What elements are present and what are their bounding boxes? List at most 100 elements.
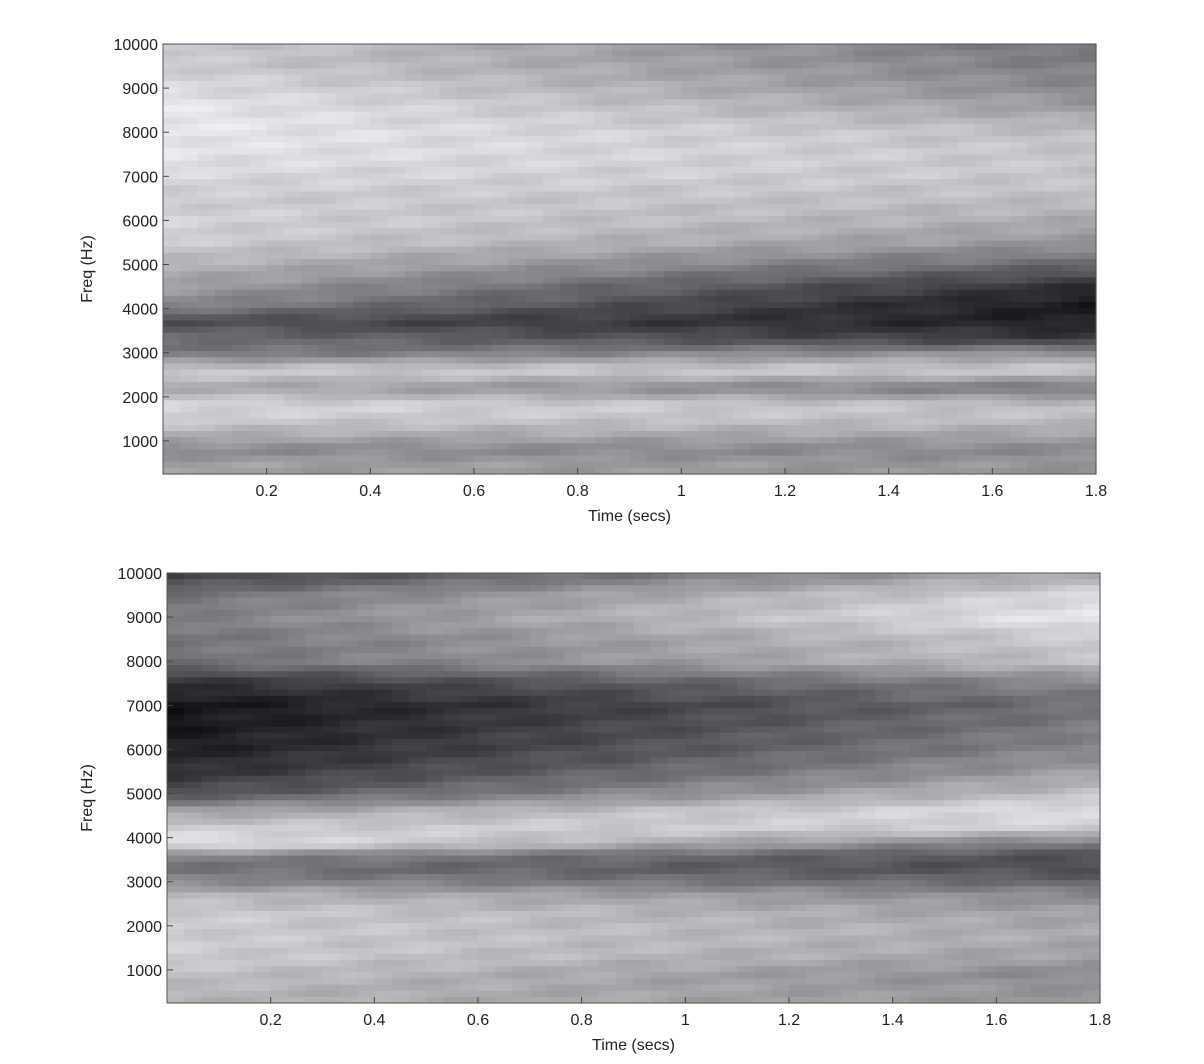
heatmap-cell <box>854 363 872 370</box>
heatmap-cell <box>699 148 717 155</box>
heatmap-cell <box>630 155 648 162</box>
heatmap-cell <box>426 591 444 598</box>
heatmap-cell <box>768 302 786 309</box>
heatmap-cell <box>422 370 440 377</box>
heatmap-cell <box>198 345 216 352</box>
heatmap-cell <box>802 142 820 149</box>
heatmap-cell <box>806 702 824 709</box>
heatmap-cell <box>1044 394 1062 401</box>
heatmap-cell <box>750 142 768 149</box>
heatmap-cell <box>163 185 181 192</box>
heatmap-cell <box>443 702 461 709</box>
heatmap-cell <box>1010 357 1028 364</box>
heatmap-cell <box>802 462 820 469</box>
heatmap-cell <box>854 185 872 192</box>
heatmap-cell <box>906 216 924 223</box>
heatmap-cell <box>923 253 941 260</box>
y-tick-label: 3000 <box>122 346 158 363</box>
heatmap-cell <box>543 62 561 69</box>
heatmap-cell <box>802 50 820 57</box>
heatmap-cell <box>284 388 302 395</box>
heatmap-cell <box>871 382 889 389</box>
heatmap-cell <box>1027 234 1045 241</box>
heatmap-cell <box>301 198 319 205</box>
heatmap-cell <box>962 610 980 617</box>
heatmap-cell <box>768 136 786 143</box>
heatmap-cell <box>509 62 527 69</box>
heatmap-cell <box>474 443 492 450</box>
heatmap-cell <box>560 382 578 389</box>
heatmap-cell <box>616 616 634 623</box>
heatmap-cell <box>979 690 997 697</box>
heatmap-cell <box>651 634 669 641</box>
heatmap-cell <box>1079 425 1097 432</box>
heatmap-cell <box>219 604 237 611</box>
heatmap-cell <box>820 363 838 370</box>
heatmap-cell <box>733 419 751 426</box>
heatmap-cell <box>802 167 820 174</box>
heatmap-cell <box>992 253 1010 260</box>
heatmap-cell <box>370 302 388 309</box>
heatmap-cell <box>871 75 889 82</box>
heatmap-cell <box>526 345 544 352</box>
heatmap-cell <box>854 265 872 272</box>
heatmap-cell <box>249 105 267 112</box>
heatmap-cell <box>768 87 786 94</box>
heatmap-cell <box>1061 210 1079 217</box>
heatmap-cell <box>992 333 1010 340</box>
heatmap-cell <box>906 247 924 254</box>
heatmap-cell <box>716 81 734 88</box>
heatmap-cell <box>664 81 682 88</box>
heatmap-cell <box>543 148 561 155</box>
heatmap-cell <box>232 277 250 284</box>
heatmap-cell <box>526 271 544 278</box>
heatmap-cell <box>1079 413 1097 420</box>
heatmap-cell <box>167 671 185 678</box>
heatmap-cell <box>267 241 285 248</box>
heatmap-cell <box>560 400 578 407</box>
heatmap-cell <box>837 456 855 463</box>
heatmap-cell <box>651 684 669 691</box>
heatmap-cell <box>249 271 267 278</box>
heatmap-cell <box>768 148 786 155</box>
heatmap-cell <box>526 259 544 266</box>
heatmap-cell <box>1031 585 1049 592</box>
heatmap-cell <box>405 320 423 327</box>
heatmap-cell <box>319 155 337 162</box>
heatmap-cell <box>374 677 392 684</box>
heatmap-cell <box>854 419 872 426</box>
heatmap-cell <box>820 44 838 51</box>
heatmap-cell <box>388 406 406 413</box>
heatmap-cell <box>336 302 354 309</box>
heatmap-cell <box>889 118 907 125</box>
heatmap-cell <box>219 677 237 684</box>
heatmap-cell <box>1044 308 1062 315</box>
heatmap-cell <box>871 308 889 315</box>
heatmap-cell <box>630 50 648 57</box>
heatmap-cell <box>699 419 717 426</box>
heatmap-cell <box>1044 222 1062 229</box>
heatmap-cell <box>768 431 786 438</box>
heatmap-cell <box>612 69 630 76</box>
heatmap-cell <box>923 234 941 241</box>
heatmap-cell <box>681 284 699 291</box>
heatmap-cell <box>716 56 734 63</box>
heatmap-cell <box>439 290 457 297</box>
heatmap-cell <box>249 419 267 426</box>
heatmap-cell <box>405 271 423 278</box>
heatmap-cell <box>509 431 527 438</box>
heatmap-cell <box>1079 419 1097 426</box>
heatmap-cell <box>906 357 924 364</box>
heatmap-cell <box>664 363 682 370</box>
heatmap-cell <box>370 124 388 131</box>
heatmap-cell <box>927 684 945 691</box>
heatmap-cell <box>578 161 596 168</box>
heatmap-cell <box>457 419 475 426</box>
heatmap-cell <box>841 585 859 592</box>
heatmap-cell <box>180 376 198 383</box>
heatmap-cell <box>612 314 630 321</box>
heatmap-cell <box>526 406 544 413</box>
heatmap-cell <box>941 296 959 303</box>
heatmap-cell <box>837 425 855 432</box>
heatmap-cell <box>388 351 406 358</box>
